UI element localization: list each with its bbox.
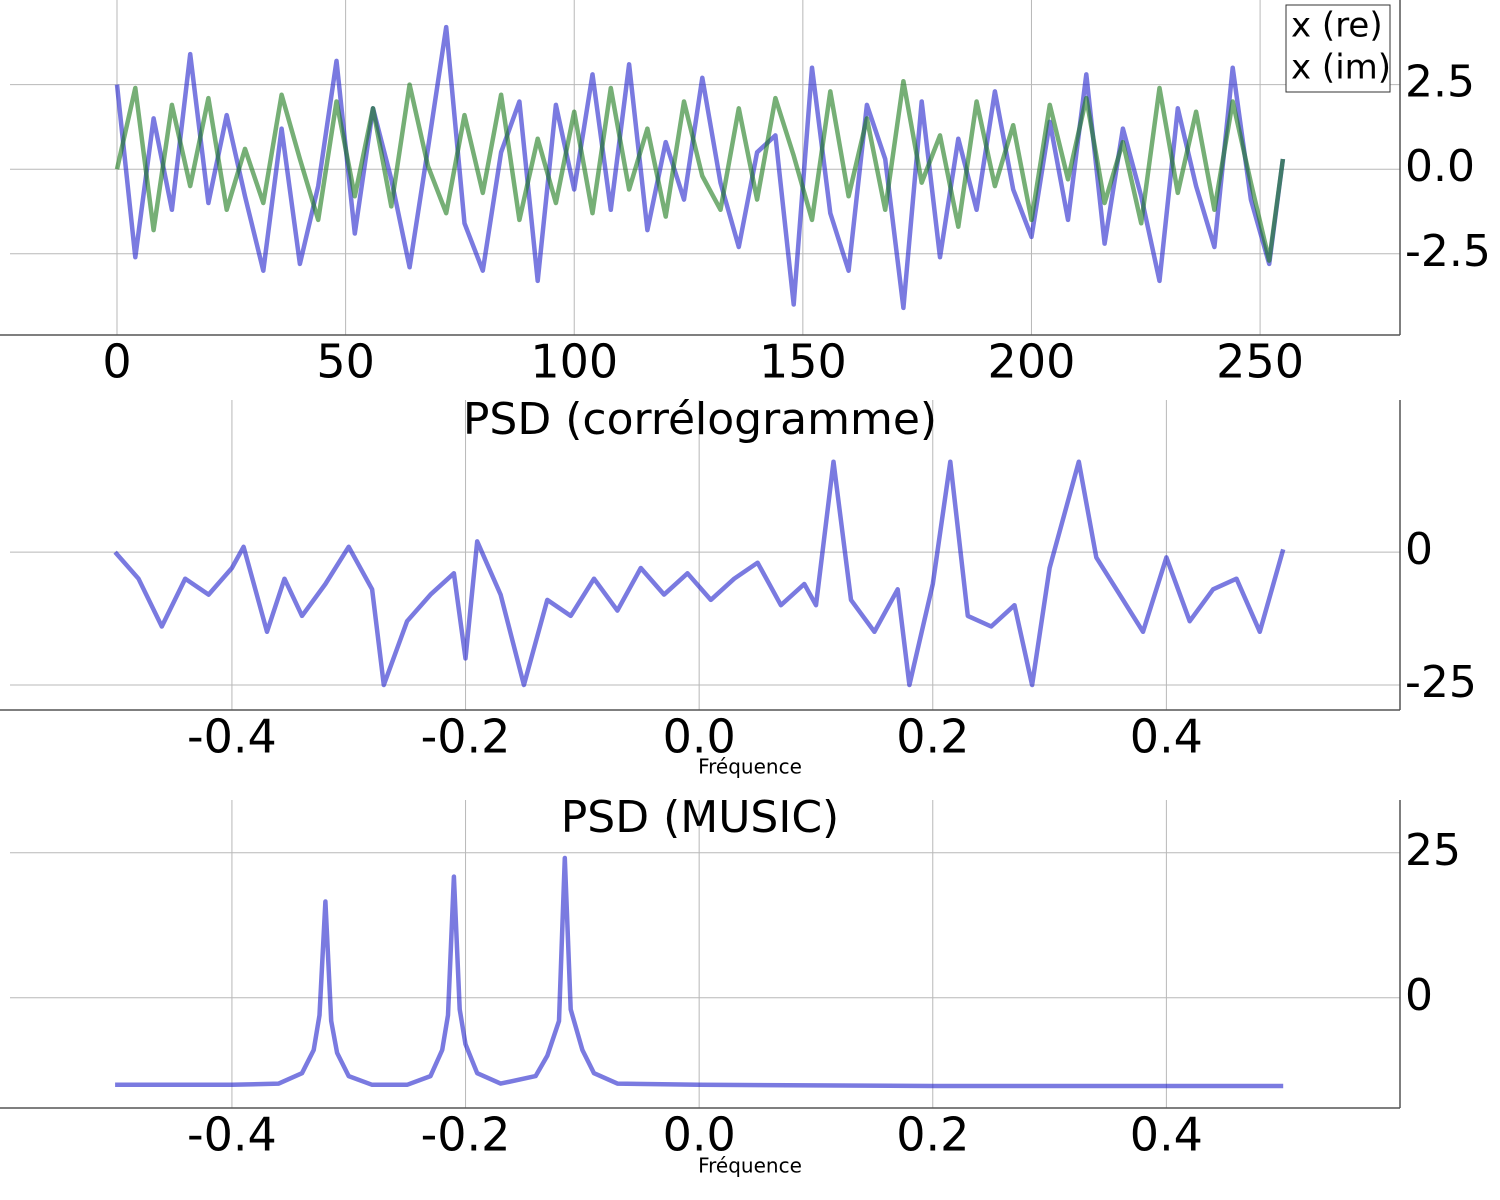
legend-box <box>1285 4 1391 93</box>
y-tick-label: 0 <box>1405 524 1433 575</box>
chart-title: PSD (MUSIC) <box>561 792 839 843</box>
x-tick-label: 0.0 <box>663 710 736 764</box>
x-axis-label: Fréquence <box>698 755 802 779</box>
x-tick-label: 200 <box>988 335 1076 389</box>
y-tick-label: -25 <box>1405 657 1477 708</box>
y-tick-label: 2.5 <box>1405 57 1475 108</box>
y-tick-label: 0.0 <box>1405 141 1475 192</box>
x-tick-label: 150 <box>759 335 847 389</box>
x-tick-label: 0.4 <box>1130 1108 1203 1162</box>
x-tick-label: -0.2 <box>421 1108 511 1162</box>
y-tick-label: 0 <box>1405 970 1433 1021</box>
x-axis-label: Fréquence <box>698 1154 802 1178</box>
x-tick-label: 0 <box>102 335 131 389</box>
x-tick-label: 0.2 <box>896 1108 969 1162</box>
x-tick-label: 0.4 <box>1130 710 1203 764</box>
x-tick-label: 0.0 <box>663 1108 736 1162</box>
x-tick-label: 100 <box>530 335 618 389</box>
y-tick-label: -2.5 <box>1405 226 1491 277</box>
chart-title: PSD (corrélogramme) <box>463 394 937 445</box>
legend-entry: x (re) <box>1291 6 1383 46</box>
x-tick-label: -0.2 <box>421 710 511 764</box>
data-line <box>113 459 1286 688</box>
x-tick-label: 0.2 <box>896 710 969 764</box>
x-tick-label: -0.4 <box>187 710 277 764</box>
legend-entry: x (im) <box>1291 48 1391 88</box>
data-line <box>114 78 1286 263</box>
y-tick-label: 25 <box>1405 825 1461 876</box>
data-line <box>115 855 1284 1089</box>
x-tick-label: 50 <box>316 335 375 389</box>
x-tick-label: 250 <box>1216 335 1304 389</box>
x-tick-label: -0.4 <box>187 1108 277 1162</box>
